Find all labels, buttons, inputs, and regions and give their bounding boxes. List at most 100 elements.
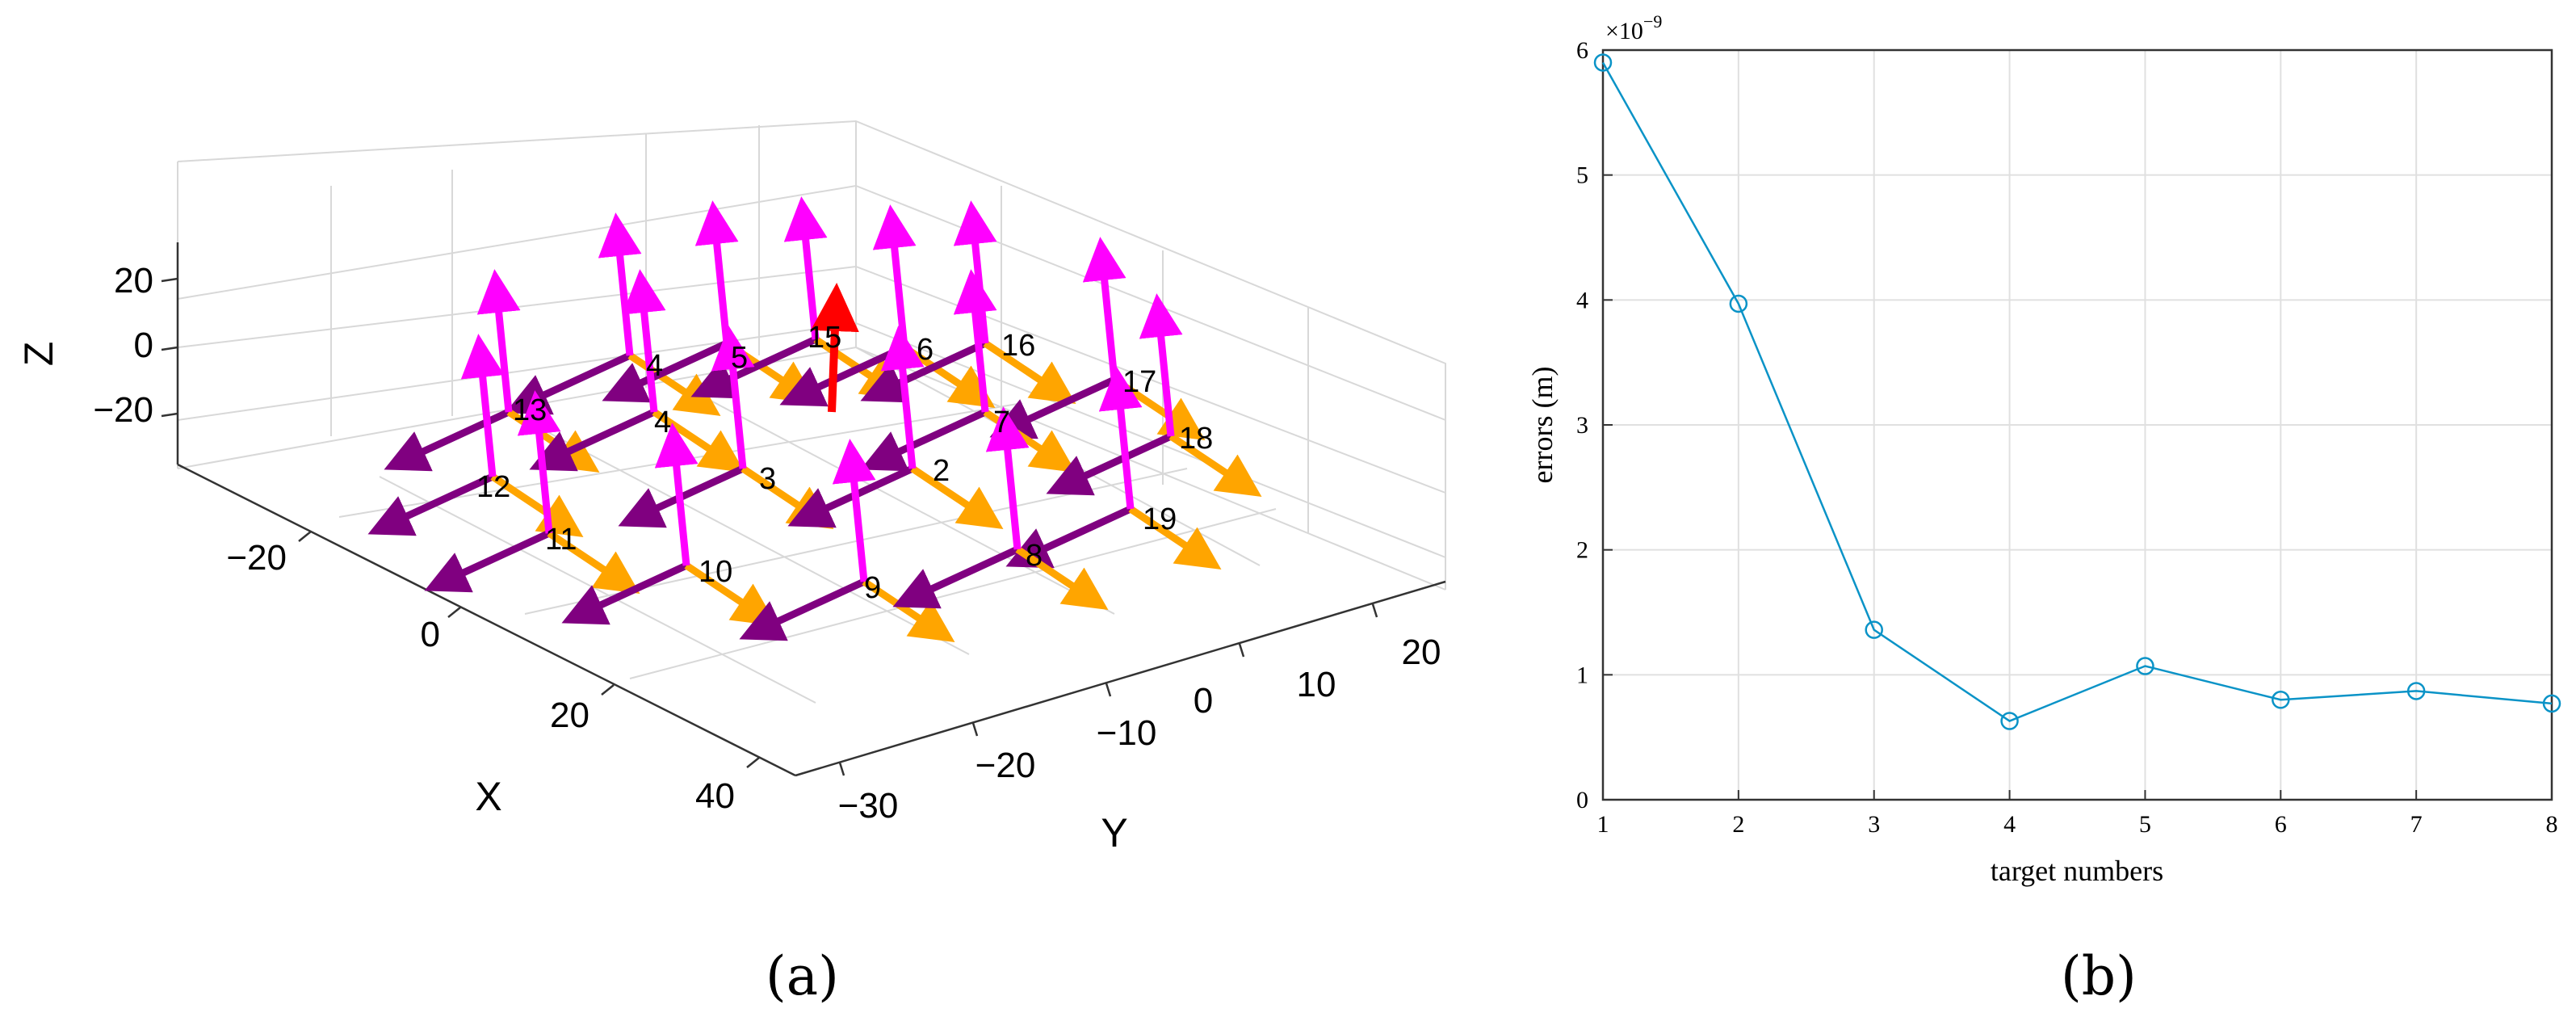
data-point-3 bbox=[1865, 620, 1883, 639]
y-tick-label-4: 4 bbox=[1576, 287, 1588, 313]
data-point-1 bbox=[1593, 53, 1613, 72]
frame-label-12: 3 bbox=[759, 462, 776, 496]
frame-15 bbox=[424, 390, 640, 594]
panel-a-3d-frames-plot: 20 0 −20 −20 0 20 40 −30 −20 −10 0 10 20… bbox=[16, 120, 1446, 855]
origin-z-axis bbox=[810, 283, 859, 413]
frame-label-2: 5 bbox=[731, 341, 748, 375]
frame-label-9: 7 bbox=[993, 406, 1010, 439]
frame-11-y-axis bbox=[490, 473, 584, 537]
error-series-markers bbox=[1593, 53, 2561, 730]
frame-label-8: 4 bbox=[654, 406, 671, 439]
caption-a: (a) bbox=[766, 945, 839, 1007]
data-point-6 bbox=[2272, 691, 2290, 709]
x-tick-label-2: 2 bbox=[1732, 811, 1744, 838]
panel-b-x-ticks: 1 2 3 4 5 6 7 8 bbox=[1597, 790, 2558, 838]
x-tick-label-6: 6 bbox=[2275, 811, 2287, 838]
frame-14 bbox=[1005, 366, 1222, 570]
frame-5 bbox=[860, 200, 1076, 404]
panel-b-plot-frame bbox=[1601, 48, 2553, 801]
data-point-4 bbox=[2000, 712, 2019, 730]
frame-8-x-axis bbox=[529, 408, 656, 472]
y-tick-2: −20 bbox=[975, 746, 1036, 785]
z-tick-1: 20 bbox=[114, 261, 153, 301]
data-point-8 bbox=[2542, 694, 2561, 713]
frame-11-z-axis bbox=[460, 334, 505, 477]
frame-10-y-axis bbox=[1168, 433, 1262, 497]
frame-18-y-axis bbox=[1015, 546, 1109, 610]
z-tick-3: −20 bbox=[93, 390, 153, 430]
frame-16-z-axis bbox=[654, 422, 699, 566]
frame-label-5: 16 bbox=[1001, 329, 1035, 363]
frame-label-18: 8 bbox=[1026, 539, 1043, 573]
frame-12-x-axis bbox=[618, 464, 745, 528]
x-tick-3: 20 bbox=[550, 696, 589, 735]
frame-13-x-axis bbox=[787, 464, 914, 528]
frame-18-x-axis bbox=[892, 545, 1019, 609]
frame-17-z-axis bbox=[832, 439, 876, 582]
frame-labels: 4 5 15 6 16 17 13 4 7 18 12 3 2 19 11 10 9 8 bbox=[476, 321, 1213, 605]
frame-14-y-axis bbox=[1128, 506, 1222, 570]
frame-7-x-axis bbox=[384, 408, 510, 472]
frame-13-z-axis bbox=[880, 326, 925, 469]
frame-17-x-axis bbox=[739, 578, 866, 641]
x-tick-2: 0 bbox=[421, 615, 440, 654]
error-series-line bbox=[1601, 61, 2553, 722]
y-tick-label-0: 0 bbox=[1576, 787, 1588, 813]
frame-2-z-axis bbox=[694, 200, 739, 344]
frame-10-x-axis bbox=[1046, 432, 1173, 496]
frame-13 bbox=[787, 326, 1004, 529]
y-tick-5: 10 bbox=[1297, 665, 1336, 704]
frame-label-7: 13 bbox=[513, 393, 547, 427]
frame-14-z-axis bbox=[1098, 366, 1143, 510]
frame-6-x-axis bbox=[989, 376, 1116, 439]
z-axis-label: Z bbox=[16, 342, 61, 367]
frame-label-10: 18 bbox=[1179, 422, 1213, 456]
y-tick-6: 20 bbox=[1402, 633, 1441, 672]
frame-label-1: 4 bbox=[646, 349, 663, 383]
panel-b-y-ticks: 0 1 2 3 4 5 6 bbox=[1576, 37, 1613, 813]
x-tick-label-8: 8 bbox=[2546, 811, 2558, 838]
frame-label-16: 10 bbox=[699, 555, 732, 589]
frame-13-y-axis bbox=[910, 465, 1004, 529]
frame-label-17: 9 bbox=[864, 571, 881, 605]
data-point-2 bbox=[1729, 294, 1748, 313]
frame-15-y-axis bbox=[547, 530, 640, 594]
frame-label-14: 19 bbox=[1143, 502, 1177, 536]
exponent-power: −9 bbox=[1643, 11, 1662, 32]
x-tick-1: −20 bbox=[226, 538, 287, 578]
frame-4-z-axis bbox=[872, 204, 917, 348]
frame-label-13: 2 bbox=[933, 454, 950, 488]
frame-label-4: 6 bbox=[917, 333, 933, 367]
frame-3-x-axis bbox=[690, 335, 817, 399]
frame-18-z-axis bbox=[985, 406, 1030, 550]
panel-b-grid bbox=[1602, 49, 2553, 801]
y-tick-label-6: 6 bbox=[1576, 37, 1588, 64]
x-tick-label-4: 4 bbox=[2003, 811, 2016, 838]
panel-a-grid bbox=[177, 120, 1446, 704]
y-tick-label-2: 2 bbox=[1576, 537, 1588, 564]
y-tick-3: −10 bbox=[1097, 713, 1157, 753]
x-tick-label-1: 1 bbox=[1597, 811, 1609, 838]
x-tick-4: 40 bbox=[695, 776, 735, 816]
frame-11 bbox=[367, 334, 584, 537]
x-tick-label-7: 7 bbox=[2410, 811, 2423, 838]
frame-10 bbox=[1046, 293, 1262, 497]
data-point-5 bbox=[2136, 657, 2154, 675]
frame-2-x-axis bbox=[602, 339, 728, 403]
frame-5-x-axis bbox=[860, 339, 987, 403]
y-tick-label-3: 3 bbox=[1576, 412, 1588, 439]
frame-11-x-axis bbox=[367, 473, 494, 536]
frame-15-x-axis bbox=[424, 529, 551, 593]
frame-1 bbox=[505, 212, 721, 416]
y-tick-label-1: 1 bbox=[1576, 662, 1588, 688]
frame-label-6: 17 bbox=[1122, 365, 1156, 399]
z-tick-2: 0 bbox=[134, 326, 153, 365]
frame-label-11: 12 bbox=[476, 470, 510, 504]
exponent-base: ×10 bbox=[1605, 18, 1643, 44]
frame-12-z-axis bbox=[711, 326, 755, 469]
x-tick-label-5: 5 bbox=[2139, 811, 2151, 838]
frame-16-x-axis bbox=[561, 561, 688, 625]
x-tick-label-3: 3 bbox=[1868, 811, 1880, 838]
y-tick-label-5: 5 bbox=[1576, 162, 1588, 189]
frame-14-x-axis bbox=[1005, 505, 1132, 569]
